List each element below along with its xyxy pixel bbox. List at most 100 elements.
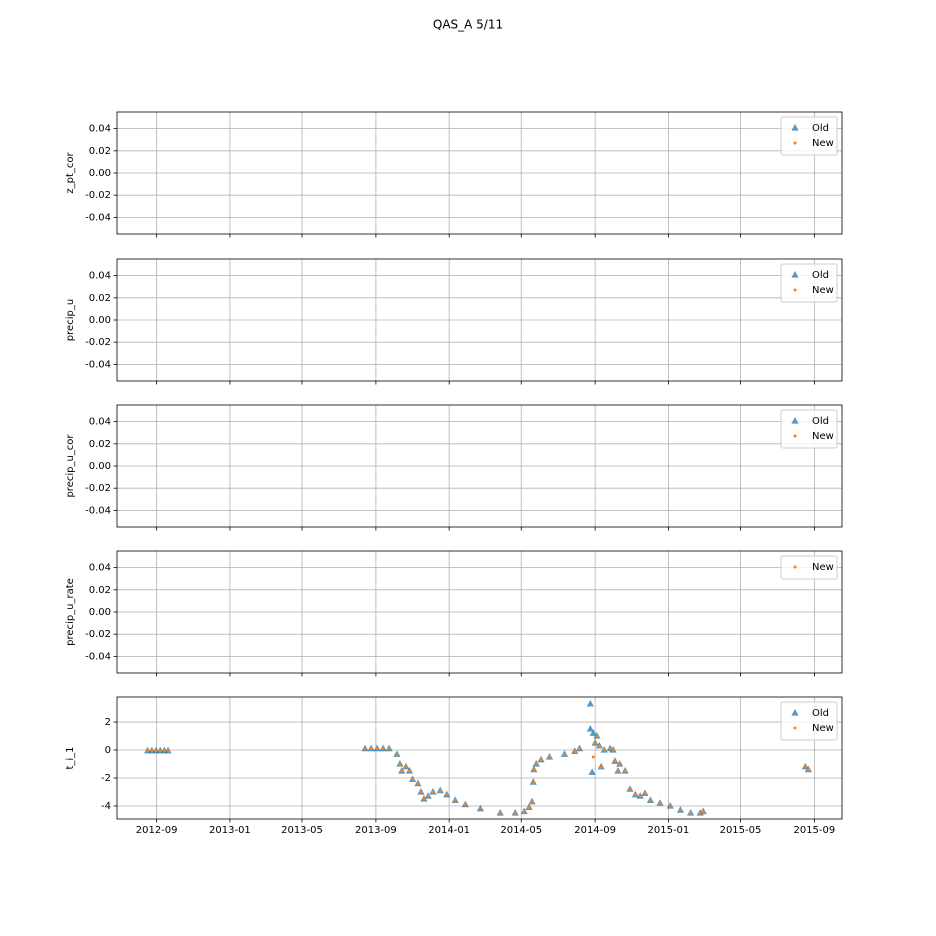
- y-tick-label: 0.04: [89, 417, 111, 428]
- new-point: [445, 793, 449, 797]
- new-point: [806, 768, 810, 772]
- axes-frame: [116, 404, 843, 528]
- y-tick-label: -0.04: [85, 505, 111, 516]
- new-point: [633, 793, 637, 797]
- new-point: [527, 805, 531, 809]
- axes-frame: [116, 111, 843, 235]
- y-axis-label: precip_u_rate: [65, 578, 76, 646]
- new-point: [158, 749, 162, 753]
- x-tick-label: 2012-09: [136, 825, 178, 836]
- legend-label: Old: [812, 708, 829, 719]
- new-point: [453, 798, 457, 802]
- legend-label: Old: [812, 123, 829, 134]
- y-tick-label: 0.04: [89, 124, 111, 135]
- new-point: [422, 797, 426, 801]
- y-tick-label: -0.04: [85, 651, 111, 662]
- y-tick-label: 0: [105, 745, 111, 756]
- new-point: [534, 762, 538, 766]
- legend-label: Old: [812, 270, 829, 281]
- new-point: [539, 758, 543, 762]
- new-point: [623, 769, 627, 773]
- legend-marker: [793, 726, 797, 730]
- old-point: [586, 699, 594, 707]
- x-tick-label: 2015-09: [793, 825, 835, 836]
- x-tick-label: 2013-09: [355, 825, 397, 836]
- legend-label: New: [812, 431, 834, 442]
- y-tick-label: 2: [105, 717, 111, 728]
- new-point: [398, 762, 402, 766]
- y-tick-label: -0.02: [85, 483, 111, 494]
- new-point: [438, 789, 442, 793]
- new-point: [618, 762, 622, 766]
- new-point: [395, 752, 399, 756]
- y-tick-label: -0.04: [85, 212, 111, 223]
- new-point: [689, 811, 693, 815]
- new-point: [562, 752, 566, 756]
- new-point: [400, 769, 404, 773]
- new-point: [678, 808, 682, 812]
- new-point: [375, 747, 379, 751]
- new-point: [416, 782, 420, 786]
- new-point: [803, 765, 807, 769]
- axes-frame: [116, 258, 843, 382]
- new-point: [478, 807, 482, 811]
- new-point: [628, 787, 632, 791]
- new-point: [531, 780, 535, 784]
- new-point: [426, 794, 430, 798]
- axes-frame: [116, 696, 843, 820]
- new-point: [613, 759, 617, 763]
- new-point: [146, 749, 150, 753]
- old-point: [586, 725, 594, 732]
- legend-marker: [791, 417, 799, 424]
- y-axis-label: t_i_1: [65, 746, 76, 769]
- y-tick-label: 0.00: [89, 461, 111, 472]
- legend-label: New: [812, 138, 834, 149]
- y-tick-label: -0.02: [85, 190, 111, 201]
- y-tick-label: 0.04: [89, 563, 111, 574]
- new-point: [363, 747, 367, 751]
- new-point: [530, 800, 534, 804]
- legend-label: Old: [812, 416, 829, 427]
- new-point: [602, 748, 606, 752]
- new-point: [431, 790, 435, 794]
- new-point: [599, 765, 603, 769]
- legend-marker: [791, 709, 799, 716]
- new-point: [593, 741, 597, 745]
- y-tick-label: 0.02: [89, 293, 111, 304]
- x-tick-label: 2013-05: [281, 825, 323, 836]
- new-point: [154, 749, 158, 753]
- legend-label: New: [812, 285, 834, 296]
- y-tick-label: 0.00: [89, 168, 111, 179]
- legend-box: [780, 555, 838, 580]
- new-point: [419, 790, 423, 794]
- legend-marker: [791, 124, 799, 131]
- new-point: [668, 804, 672, 808]
- old-point: [589, 729, 597, 736]
- new-point: [404, 765, 408, 769]
- legend-marker: [793, 141, 797, 145]
- new-point: [616, 769, 620, 773]
- legend-marker: [793, 565, 797, 569]
- new-point: [638, 794, 642, 798]
- y-axis-label: precip_u: [65, 299, 76, 341]
- new-point: [150, 749, 154, 753]
- new-point: [166, 749, 170, 753]
- y-tick-label: -2: [101, 773, 111, 784]
- y-tick-label: 0.02: [89, 146, 111, 157]
- new-point: [698, 811, 702, 815]
- y-tick-label: -4: [101, 801, 111, 812]
- new-point: [522, 810, 526, 814]
- axes-frame: [116, 550, 843, 674]
- new-point: [591, 755, 595, 759]
- new-point: [532, 768, 536, 772]
- x-tick-label: 2014-05: [500, 825, 542, 836]
- new-point: [463, 803, 467, 807]
- legend-label: New: [812, 723, 834, 734]
- new-point: [658, 801, 662, 805]
- figure-title: QAS_A 5/11: [433, 18, 503, 32]
- new-point: [573, 749, 577, 753]
- new-point: [411, 777, 415, 781]
- new-point: [162, 749, 166, 753]
